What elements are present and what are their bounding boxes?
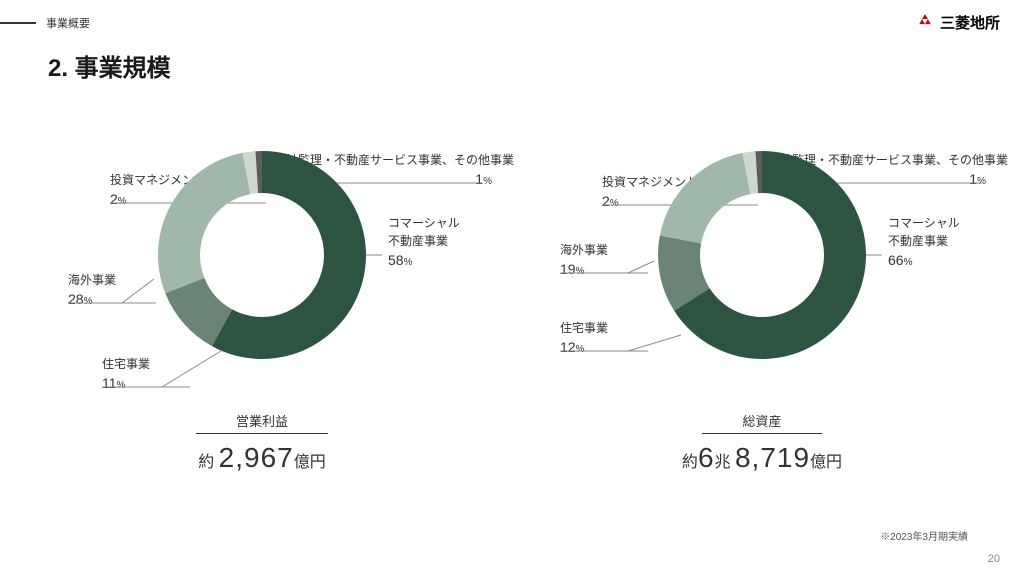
donut-wrap: コマーシャル不動産事業58%住宅事業11%海外事業28%投資マネジメント事業2%… — [42, 105, 482, 405]
brand-text: 三菱地所 — [940, 12, 1000, 33]
segment-label-commercial: コマーシャル不動産事業66% — [888, 214, 960, 271]
segment-label-commercial: コマーシャル不動産事業58% — [388, 214, 460, 271]
donut-wrap: コマーシャル不動産事業66%住宅事業12%海外事業19%投資マネジメント事業2%… — [542, 105, 982, 405]
caption-label: 営業利益 — [196, 411, 328, 434]
chart-caption: 総資産約6兆 8,719億円 — [542, 411, 982, 474]
chart-total-assets: コマーシャル不動産事業66%住宅事業12%海外事業19%投資マネジメント事業2%… — [542, 105, 982, 474]
chart-operating-profit: コマーシャル不動産事業58%住宅事業11%海外事業28%投資マネジメント事業2%… — [42, 105, 482, 474]
segment-overseas — [158, 153, 250, 293]
donut-svg — [152, 145, 372, 365]
page-number: 20 — [988, 553, 1000, 565]
brand: 三菱地所 — [916, 12, 1000, 33]
caption-value: 約 2,967億円 — [42, 442, 482, 474]
breadcrumb-wrap: 事業概要 — [0, 15, 90, 31]
segment-label-residential: 住宅事業12% — [560, 319, 608, 358]
mitsubishi-logo-icon — [916, 14, 934, 32]
segment-overseas — [660, 153, 751, 244]
segment-label-overseas: 海外事業19% — [560, 241, 608, 280]
breadcrumb-rule — [0, 22, 36, 24]
page-title: 2. 事業規模 — [48, 48, 171, 83]
segment-label-overseas: 海外事業28% — [68, 271, 116, 310]
charts-container: コマーシャル不動産事業58%住宅事業11%海外事業28%投資マネジメント事業2%… — [0, 105, 1024, 474]
chart-caption: 営業利益約 2,967億円 — [42, 411, 482, 474]
breadcrumb: 事業概要 — [46, 15, 90, 31]
segment-label-residential: 住宅事業11% — [102, 355, 150, 394]
caption-label: 総資産 — [702, 411, 821, 434]
top-bar: 事業概要 三菱地所 — [0, 12, 1024, 33]
donut-svg — [652, 145, 872, 365]
footnote: ※2023年3月期実績 — [880, 528, 968, 543]
caption-value: 約6兆 8,719億円 — [542, 442, 982, 474]
